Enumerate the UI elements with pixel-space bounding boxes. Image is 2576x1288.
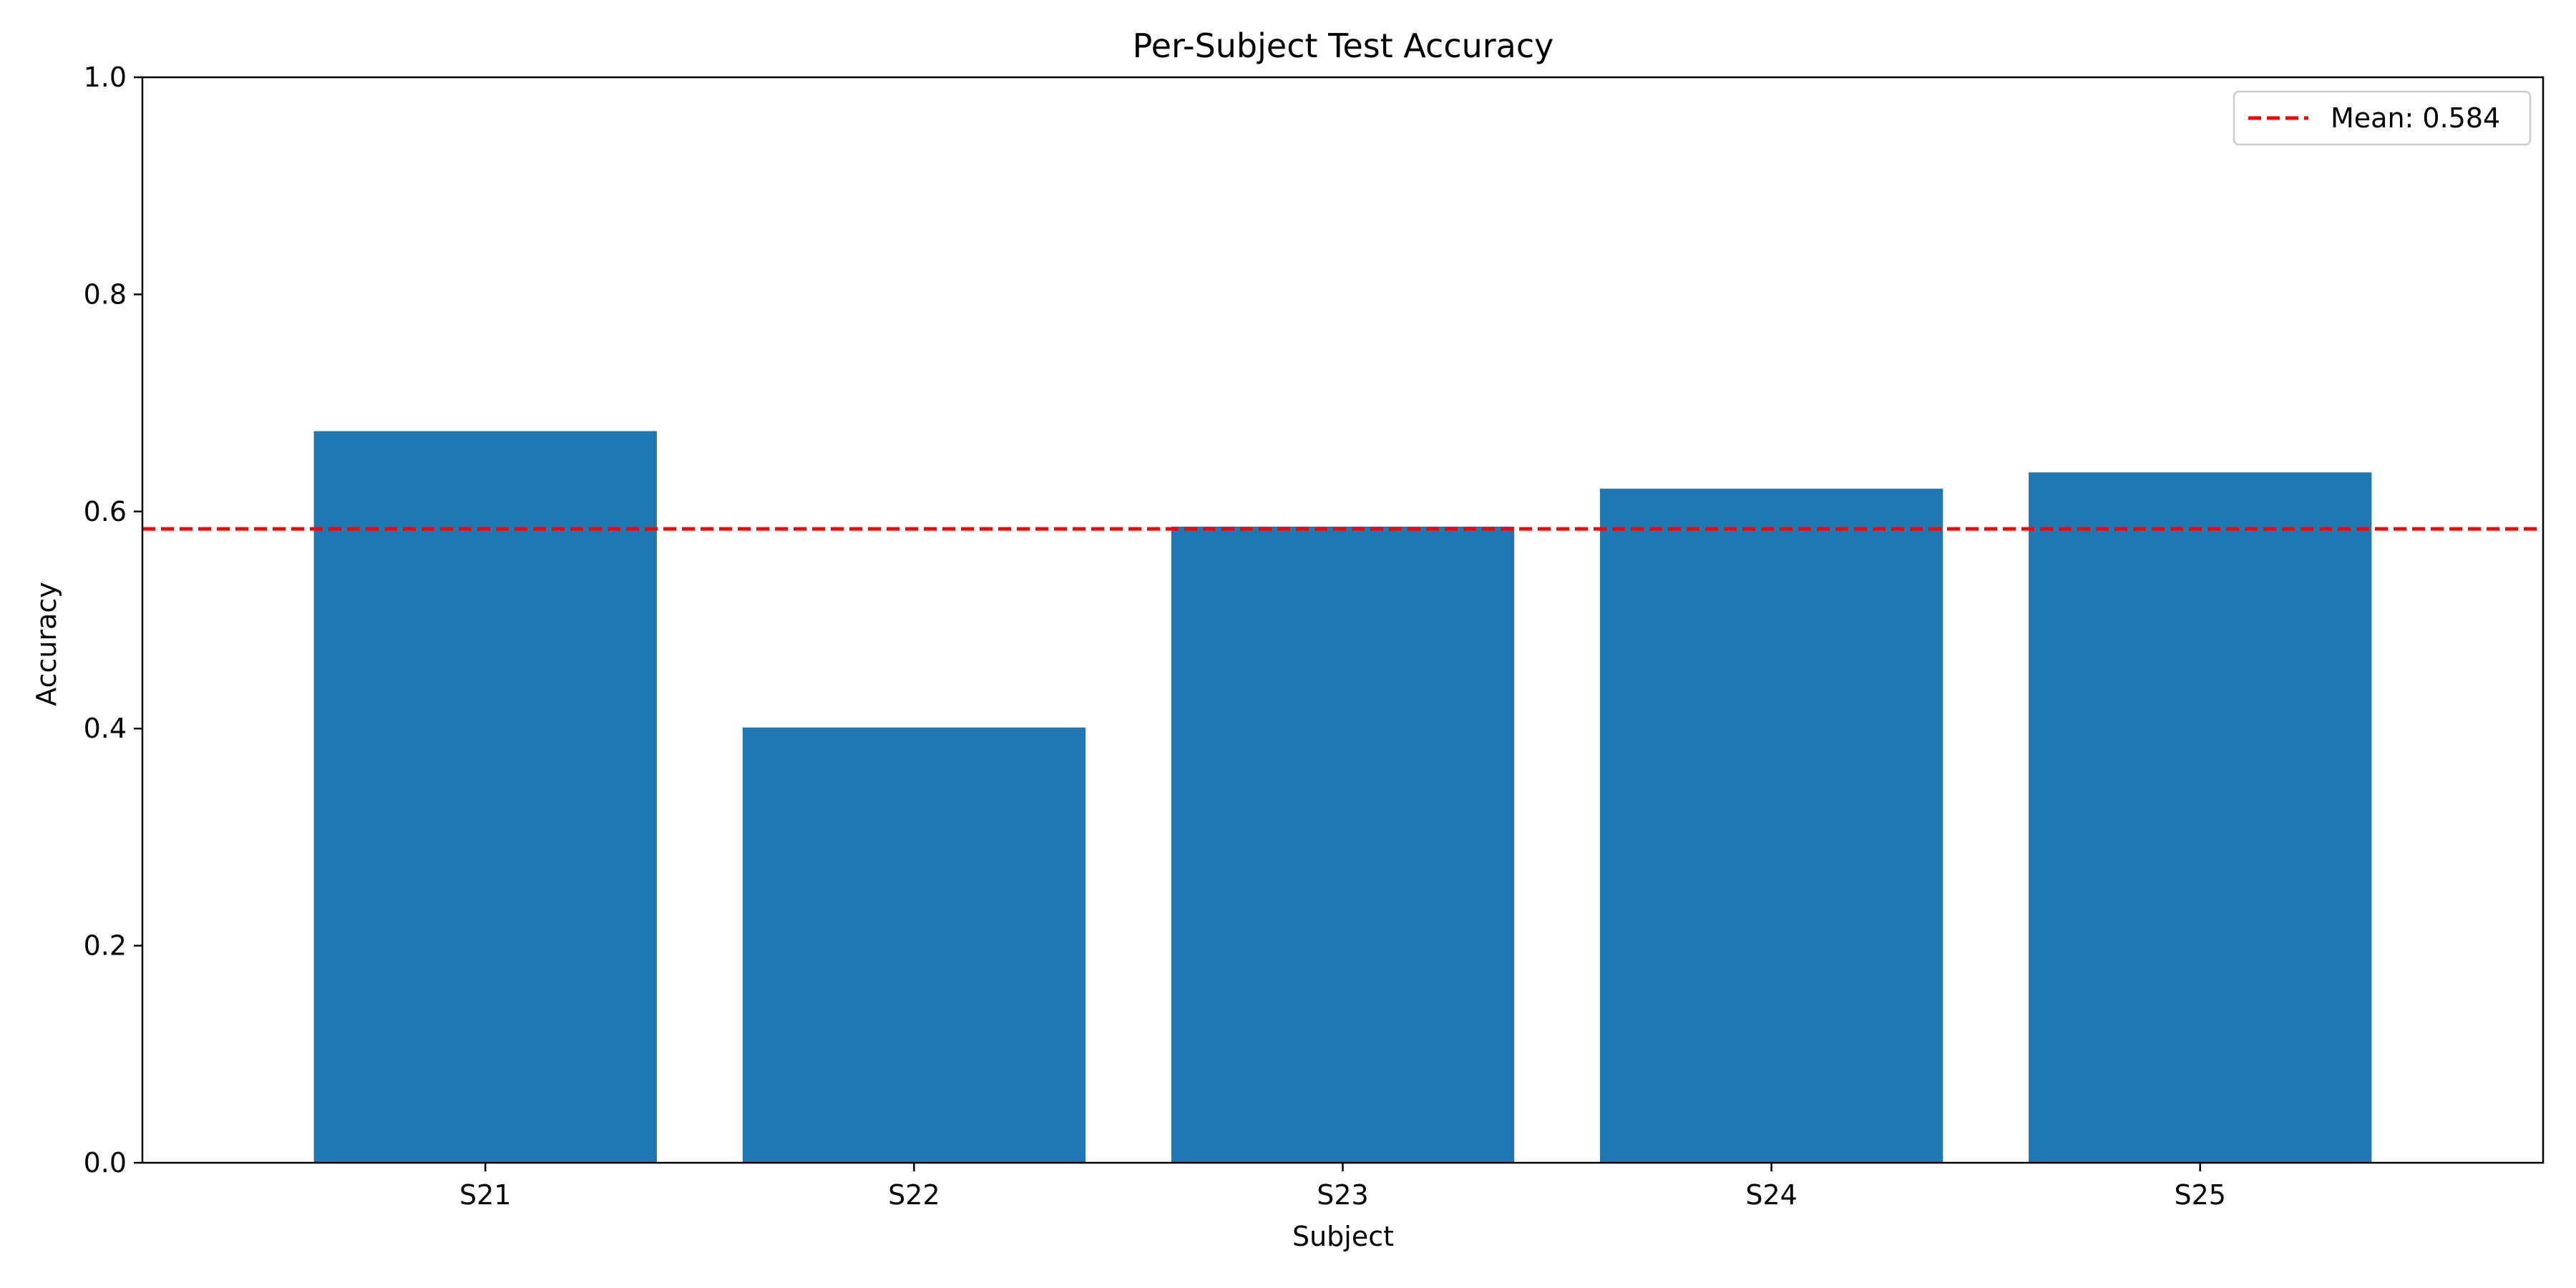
y-tick-label: 1.0 <box>84 62 127 93</box>
x-tick-label: S22 <box>888 1179 940 1211</box>
bar-s24 <box>1600 488 1943 1163</box>
bar-s21 <box>313 431 657 1163</box>
x-tick-label: S24 <box>1745 1179 1797 1211</box>
y-axis-label: Accuracy <box>31 582 62 706</box>
y-tick-label: 0.6 <box>84 496 127 527</box>
x-axis: S21 S22 S23 S24 S25 <box>459 1163 2226 1211</box>
bar-s23 <box>1171 527 1515 1163</box>
bars-group <box>313 431 2372 1163</box>
x-tick-label: S23 <box>1317 1179 1368 1211</box>
y-tick-label: 0.0 <box>84 1147 127 1179</box>
legend-entry-mean: Mean: 0.584 <box>2331 102 2500 134</box>
y-tick-label: 0.4 <box>84 713 127 744</box>
x-axis-label: Subject <box>1292 1221 1394 1252</box>
y-tick-label: 0.8 <box>84 278 127 310</box>
bar-s22 <box>742 727 1086 1163</box>
y-tick-label: 0.2 <box>84 930 127 962</box>
x-tick-label: S21 <box>459 1179 511 1211</box>
x-tick-label: S25 <box>2174 1179 2225 1211</box>
y-axis: 0.0 0.2 0.4 0.6 0.8 1.0 <box>84 62 142 1179</box>
plot-area <box>141 76 2545 1164</box>
bar-s25 <box>2029 472 2372 1163</box>
chart-title: Per-Subject Test Accuracy <box>1133 26 1554 65</box>
legend: Mean: 0.584 <box>2233 90 2532 146</box>
legend-box <box>2233 90 2532 146</box>
